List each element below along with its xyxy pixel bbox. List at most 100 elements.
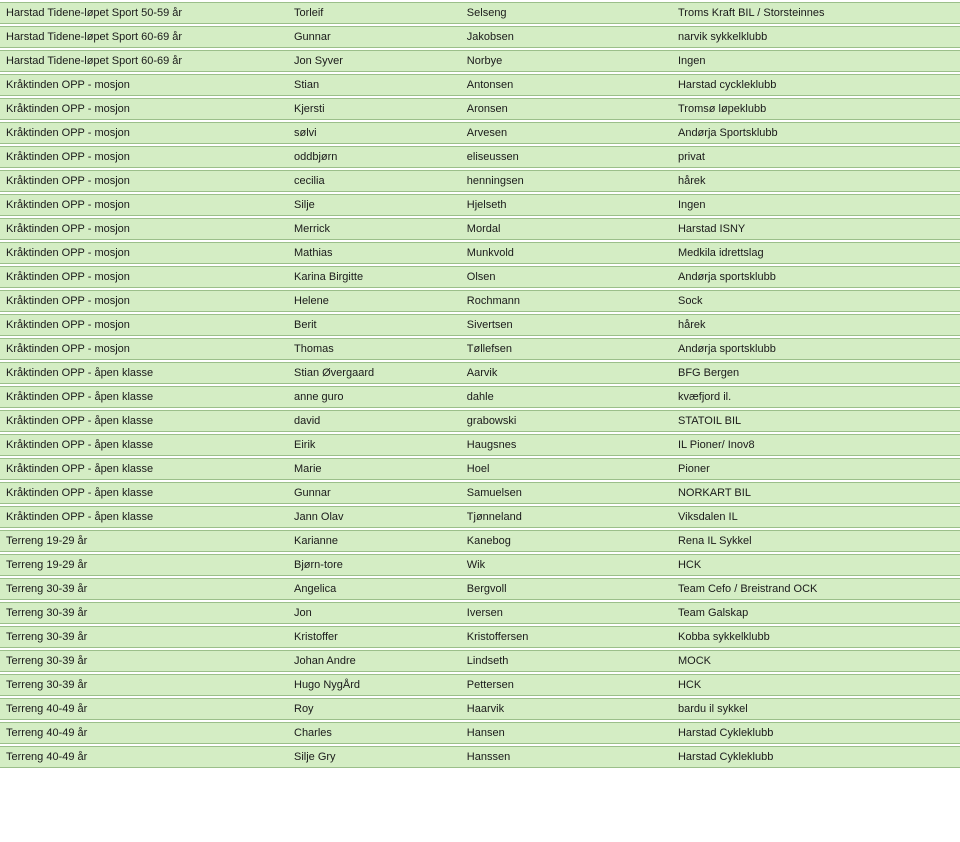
cell-event: Harstad Tidene-løpet Sport 60-69 år — [0, 50, 288, 72]
cell-firstname: Thomas — [288, 338, 461, 360]
cell-club: Pioner — [672, 458, 960, 480]
table-row: Harstad Tidene-løpet Sport 60-69 årGunna… — [0, 26, 960, 48]
cell-firstname: Stian Øvergaard — [288, 362, 461, 384]
cell-lastname: Mordal — [461, 218, 672, 240]
cell-club: hårek — [672, 170, 960, 192]
cell-event: Harstad Tidene-løpet Sport 50-59 år — [0, 2, 288, 24]
cell-lastname: Norbye — [461, 50, 672, 72]
cell-lastname: Pettersen — [461, 674, 672, 696]
cell-firstname: Roy — [288, 698, 461, 720]
table-row: Kråktinden OPP - mosjonMathiasMunkvoldMe… — [0, 242, 960, 264]
cell-lastname: Arvesen — [461, 122, 672, 144]
cell-firstname: Charles — [288, 722, 461, 744]
cell-firstname: Jann Olav — [288, 506, 461, 528]
cell-lastname: Munkvold — [461, 242, 672, 264]
cell-firstname: Berit — [288, 314, 461, 336]
cell-event: Terreng 19-29 år — [0, 530, 288, 552]
cell-lastname: Rochmann — [461, 290, 672, 312]
cell-firstname: Silje Gry — [288, 746, 461, 768]
cell-lastname: Selseng — [461, 2, 672, 24]
cell-firstname: Eirik — [288, 434, 461, 456]
cell-club: hårek — [672, 314, 960, 336]
table-row: Kråktinden OPP - åpen klasseanne gurodah… — [0, 386, 960, 408]
cell-lastname: Lindseth — [461, 650, 672, 672]
cell-event: Kråktinden OPP - mosjon — [0, 74, 288, 96]
cell-lastname: Hjelseth — [461, 194, 672, 216]
cell-event: Kråktinden OPP - mosjon — [0, 98, 288, 120]
table-row: Terreng 19-29 årKarianneKanebogRena IL S… — [0, 530, 960, 552]
cell-firstname: Merrick — [288, 218, 461, 240]
cell-lastname: Haarvik — [461, 698, 672, 720]
cell-lastname: Kanebog — [461, 530, 672, 552]
cell-lastname: eliseussen — [461, 146, 672, 168]
cell-event: Kråktinden OPP - mosjon — [0, 146, 288, 168]
table-row: Terreng 30-39 årKristofferKristoffersenK… — [0, 626, 960, 648]
cell-firstname: Jon Syver — [288, 50, 461, 72]
cell-event: Kråktinden OPP - mosjon — [0, 314, 288, 336]
cell-lastname: Jakobsen — [461, 26, 672, 48]
cell-event: Harstad Tidene-løpet Sport 60-69 år — [0, 26, 288, 48]
cell-event: Kråktinden OPP - mosjon — [0, 290, 288, 312]
cell-event: Kråktinden OPP - mosjon — [0, 266, 288, 288]
cell-firstname: Karina Birgitte — [288, 266, 461, 288]
cell-club: Troms Kraft BIL / Storsteinnes — [672, 2, 960, 24]
cell-lastname: Bergvoll — [461, 578, 672, 600]
table-row: Terreng 40-49 årSilje GryHanssenHarstad … — [0, 746, 960, 768]
table-row: Harstad Tidene-løpet Sport 60-69 årJon S… — [0, 50, 960, 72]
cell-club: Ingen — [672, 194, 960, 216]
cell-event: Terreng 30-39 år — [0, 578, 288, 600]
cell-firstname: Kristoffer — [288, 626, 461, 648]
table-row: Kråktinden OPP - åpen klassedavidgrabows… — [0, 410, 960, 432]
cell-firstname: Helene — [288, 290, 461, 312]
cell-club: NORKART BIL — [672, 482, 960, 504]
cell-lastname: Haugsnes — [461, 434, 672, 456]
cell-club: Sock — [672, 290, 960, 312]
cell-event: Terreng 40-49 år — [0, 746, 288, 768]
cell-firstname: Angelica — [288, 578, 461, 600]
cell-club: HCK — [672, 554, 960, 576]
table-row: Kråktinden OPP - mosjonBeritSivertsenhår… — [0, 314, 960, 336]
cell-firstname: Hugo NygÅrd — [288, 674, 461, 696]
cell-event: Kråktinden OPP - åpen klasse — [0, 386, 288, 408]
table-row: Kråktinden OPP - mosjonStianAntonsenHars… — [0, 74, 960, 96]
cell-club: MOCK — [672, 650, 960, 672]
cell-firstname: Mathias — [288, 242, 461, 264]
cell-firstname: sølvi — [288, 122, 461, 144]
cell-event: Kråktinden OPP - mosjon — [0, 170, 288, 192]
cell-club: STATOIL BIL — [672, 410, 960, 432]
results-table: Harstad Tidene-løpet Sport 50-59 årTorle… — [0, 0, 960, 770]
cell-event: Kråktinden OPP - mosjon — [0, 122, 288, 144]
cell-firstname: cecilia — [288, 170, 461, 192]
cell-firstname: Karianne — [288, 530, 461, 552]
cell-event: Terreng 30-39 år — [0, 674, 288, 696]
cell-firstname: Torleif — [288, 2, 461, 24]
table-row: Terreng 40-49 årRoyHaarvikbardu il sykke… — [0, 698, 960, 720]
cell-event: Terreng 30-39 år — [0, 602, 288, 624]
cell-club: Team Galskap — [672, 602, 960, 624]
table-row: Kråktinden OPP - mosjonoddbjørneliseusse… — [0, 146, 960, 168]
cell-club: Team Cefo / Breistrand OCK — [672, 578, 960, 600]
cell-event: Kråktinden OPP - mosjon — [0, 194, 288, 216]
cell-lastname: dahle — [461, 386, 672, 408]
cell-event: Kråktinden OPP - åpen klasse — [0, 410, 288, 432]
cell-lastname: Aronsen — [461, 98, 672, 120]
cell-club: kvæfjord il. — [672, 386, 960, 408]
cell-lastname: Kristoffersen — [461, 626, 672, 648]
table-row: Kråktinden OPP - mosjonMerrickMordalHars… — [0, 218, 960, 240]
cell-club: narvik sykkelklubb — [672, 26, 960, 48]
table-row: Kråktinden OPP - mosjonceciliahenningsen… — [0, 170, 960, 192]
cell-club: Medkila idrettslag — [672, 242, 960, 264]
cell-firstname: Bjørn-tore — [288, 554, 461, 576]
cell-firstname: anne guro — [288, 386, 461, 408]
cell-firstname: david — [288, 410, 461, 432]
cell-club: Rena IL Sykkel — [672, 530, 960, 552]
cell-club: HCK — [672, 674, 960, 696]
cell-firstname: Silje — [288, 194, 461, 216]
table-row: Terreng 30-39 årJohan AndreLindsethMOCK — [0, 650, 960, 672]
table-row: Kråktinden OPP - mosjonHeleneRochmannSoc… — [0, 290, 960, 312]
cell-event: Kråktinden OPP - åpen klasse — [0, 506, 288, 528]
cell-lastname: Samuelsen — [461, 482, 672, 504]
cell-club: Andørja sportsklubb — [672, 266, 960, 288]
table-row: Kråktinden OPP - åpen klasseJann OlavTjø… — [0, 506, 960, 528]
table-row: Terreng 30-39 årHugo NygÅrdPettersenHCK — [0, 674, 960, 696]
